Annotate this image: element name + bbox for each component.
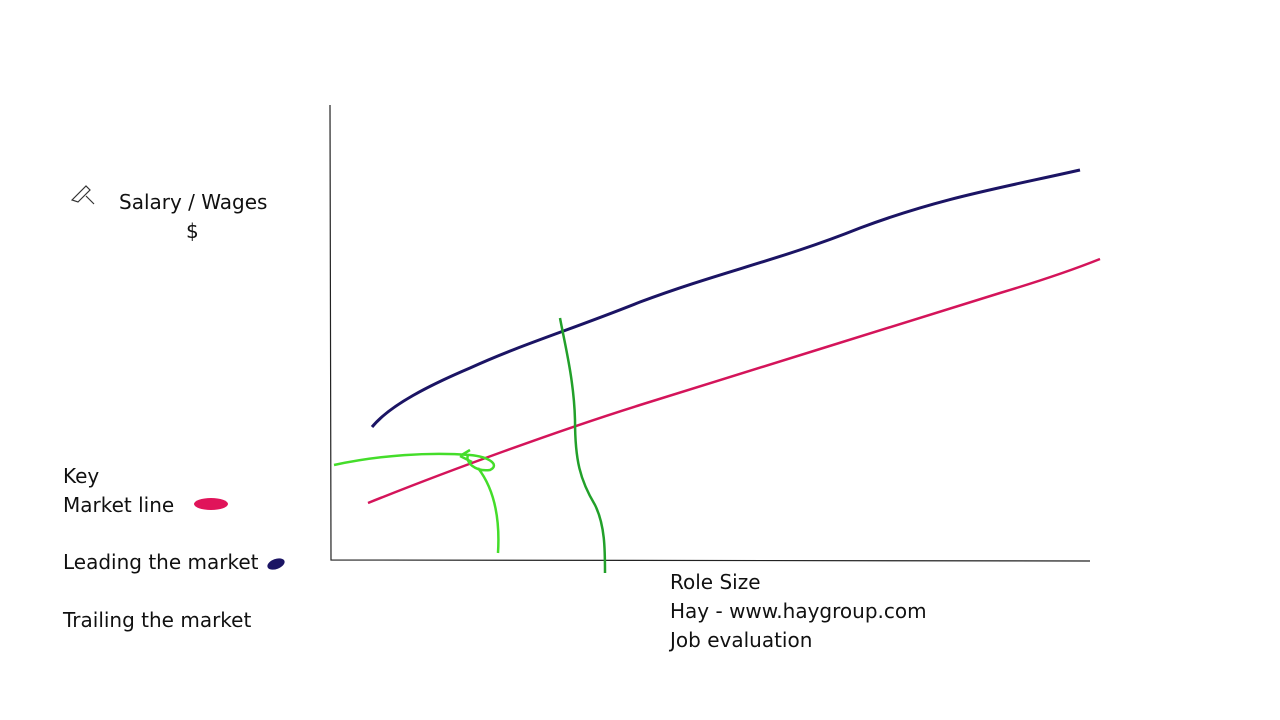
market-line: [367, 257, 1101, 505]
key-item: Leading the market: [63, 550, 259, 574]
key-title: Key: [63, 464, 99, 488]
market-swatch: [194, 498, 228, 510]
y-axis-label: Salary / Wages: [119, 190, 267, 214]
x-axis-note: Hay - www.haygroup.com: [670, 599, 927, 623]
axes: [329, 104, 1091, 562]
pen-icon: [70, 185, 95, 205]
y-axis-unit: $: [186, 219, 199, 243]
green-arrow: [333, 448, 500, 554]
key-item: Trailing the market: [62, 608, 251, 632]
green-marker: [558, 317, 607, 574]
key-item: Market line: [63, 493, 174, 517]
x-axis-label: Role Size: [670, 570, 761, 594]
x-axis-note: Job evaluation: [668, 628, 812, 652]
leading-line: [370, 168, 1081, 428]
leading-swatch: [267, 558, 285, 570]
